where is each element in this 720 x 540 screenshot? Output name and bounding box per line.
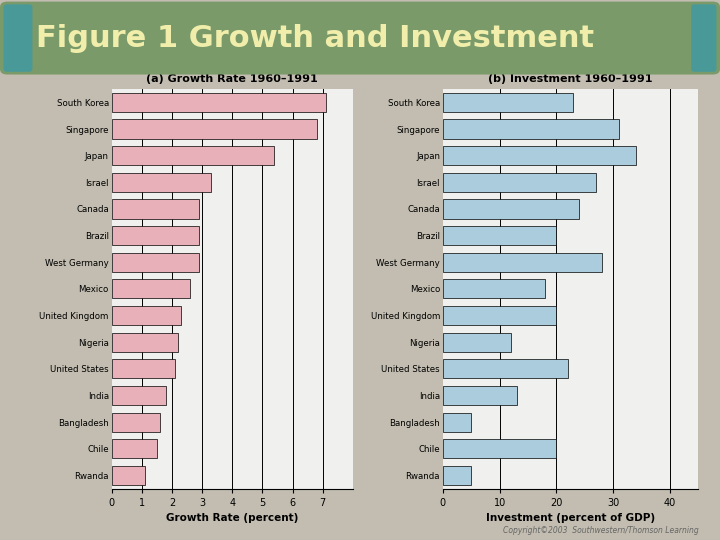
Text: Figure 1 Growth and Investment: Figure 1 Growth and Investment [36,24,594,52]
Bar [443,253,602,272]
Bar [443,146,636,165]
Bar [112,333,178,352]
Bar [443,333,511,352]
X-axis label: Growth Rate (percent): Growth Rate (percent) [166,514,298,523]
Bar [112,306,181,325]
Bar [443,386,517,405]
Bar [443,413,471,431]
Bar [112,439,157,458]
Bar [112,466,145,485]
Bar [112,386,166,405]
Title: (b) Investment 1960–1991: (b) Investment 1960–1991 [488,74,653,84]
Bar [443,359,568,379]
Bar [112,146,274,165]
Bar [112,173,211,192]
Bar [112,226,199,245]
Bar [443,226,557,245]
Bar [112,413,160,431]
Title: (a) Growth Rate 1960–1991: (a) Growth Rate 1960–1991 [146,74,318,84]
Bar [112,359,175,379]
Bar [443,93,573,112]
Text: Copyright©2003  Southwestern/Thomson Learning: Copyright©2003 Southwestern/Thomson Lear… [503,525,698,535]
Bar [112,253,199,272]
Bar [443,279,545,299]
Bar [443,173,596,192]
Bar [443,199,579,219]
Bar [443,306,557,325]
Bar [443,466,471,485]
Bar [443,119,619,139]
Bar [112,119,317,139]
Bar [112,199,199,219]
Bar [443,439,557,458]
Bar [112,93,325,112]
Bar [112,279,190,299]
X-axis label: Investment (percent of GDP): Investment (percent of GDP) [486,514,655,523]
